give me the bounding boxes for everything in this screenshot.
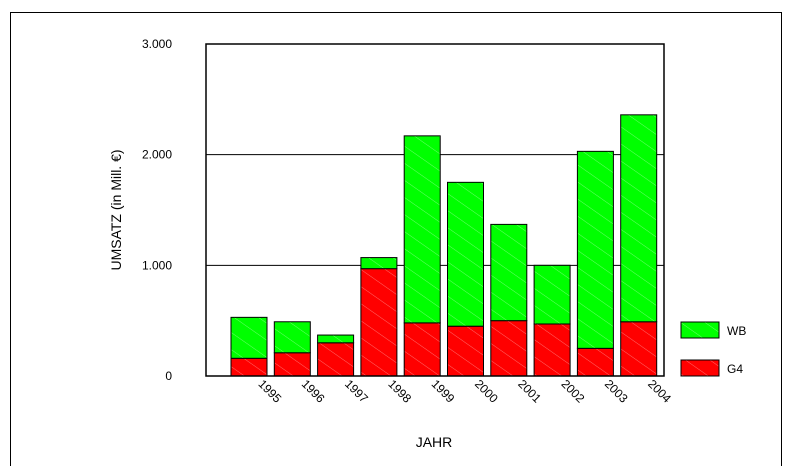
y-axis-title: UMSATZ (in Mill. €) — [108, 149, 124, 270]
x-tick-label: 2002 — [559, 377, 588, 406]
x-tick-label: 2000 — [472, 377, 501, 406]
bar-g4-2003 — [576, 347, 614, 377]
x-tick-label: 1996 — [299, 377, 328, 406]
bar-wb-1999 — [403, 135, 441, 324]
bar-g4-1999 — [403, 322, 441, 377]
legend-swatch-g4 — [680, 359, 720, 377]
plot-area — [205, 43, 665, 377]
bar-wb-2002 — [533, 264, 571, 325]
bar-g4-1996 — [273, 352, 311, 377]
y-tick-label: 1.000 — [142, 258, 172, 272]
bar-wb-2003 — [576, 150, 614, 349]
legend-swatch-wb — [680, 321, 720, 339]
y-tick-labels: 0 1.000 2.000 3.000 — [142, 37, 172, 383]
x-tick-label: 1997 — [342, 377, 371, 406]
bar-wb-1998 — [360, 257, 398, 270]
y-tick-label: 0 — [165, 369, 172, 383]
bar-wb-2004 — [620, 114, 658, 323]
y-tick-label: 3.000 — [142, 37, 172, 51]
x-tick-label: 2004 — [645, 377, 674, 406]
bar-g4-2001 — [490, 320, 528, 377]
bar-g4-2004 — [620, 321, 658, 377]
outer-border — [10, 12, 782, 466]
x-tick-labels: 1995 1996 1997 1998 1999 2000 2001 2002 2003 2004 — [255, 377, 674, 406]
bars — [230, 114, 658, 377]
bar-wb-1995 — [230, 316, 268, 359]
x-tick-label: 1995 — [255, 377, 284, 406]
legend-label-g4: G4 — [727, 362, 743, 376]
bar-g4-1995 — [230, 357, 268, 377]
bar-g4-2000 — [447, 325, 484, 377]
x-tick-label: 2003 — [602, 377, 631, 406]
bar-wb-1997 — [317, 334, 355, 344]
legend-label-wb: WB — [727, 324, 746, 338]
x-tick-label: 2001 — [515, 377, 544, 406]
bar-g4-1998 — [360, 268, 398, 377]
legend: WB G4 — [680, 321, 746, 377]
bar-wb-1996 — [273, 321, 311, 354]
bar-g4-1997 — [317, 342, 355, 377]
y-tick-label: 2.000 — [142, 148, 172, 162]
x-tick-label: 1999 — [429, 377, 458, 406]
x-axis-title: JAHR — [416, 434, 453, 450]
x-tick-label: 1998 — [385, 377, 414, 406]
bar-wb-2001 — [490, 223, 528, 322]
bar-g4-2002 — [533, 323, 571, 377]
bar-wb-2000 — [447, 181, 484, 327]
